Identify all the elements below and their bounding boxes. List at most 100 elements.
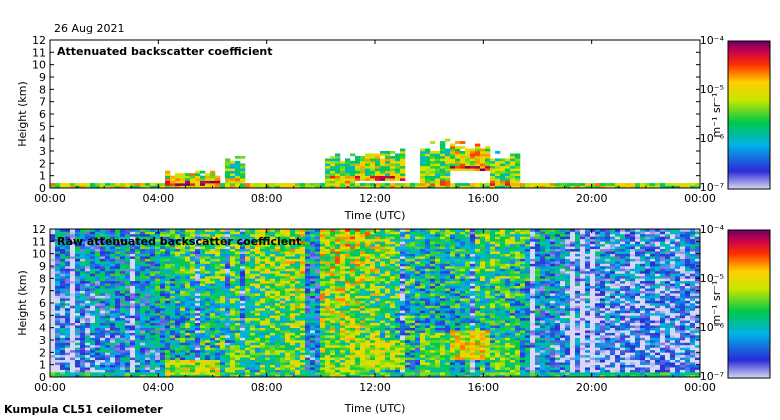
heatmap-cell	[365, 288, 371, 291]
heatmap-cell	[310, 268, 316, 272]
heatmap-cell	[210, 236, 216, 240]
heatmap-cell	[225, 268, 231, 272]
heatmap-cell	[240, 300, 246, 304]
heatmap-cell	[200, 261, 206, 264]
heatmap-cell	[115, 367, 121, 370]
heatmap-cell	[665, 185, 671, 189]
heatmap-cell	[190, 310, 196, 314]
heatmap-cell	[85, 307, 91, 311]
heatmap-cell	[140, 340, 146, 343]
heatmap-cell	[285, 317, 291, 321]
heatmap-cell	[480, 183, 486, 186]
heatmap-cell	[300, 238, 306, 242]
heatmap-cell	[215, 312, 221, 316]
heatmap-cell	[135, 357, 141, 361]
heatmap-cell	[440, 148, 446, 152]
heatmap-cell	[285, 263, 291, 267]
heatmap-cell	[160, 290, 166, 294]
heatmap-cell	[55, 303, 61, 306]
heatmap-cell	[125, 185, 131, 189]
heatmap-cell	[305, 312, 311, 316]
heatmap-cell	[130, 236, 136, 240]
heatmap-cell	[335, 163, 341, 167]
heatmap-cell	[100, 278, 106, 282]
heatmap-cell	[295, 246, 301, 250]
heatmap-cell	[170, 253, 176, 257]
heatmap-cell	[245, 278, 251, 282]
heatmap-cell	[205, 330, 211, 333]
heatmap-cell	[280, 273, 286, 277]
heatmap-cell	[80, 298, 86, 301]
heatmap-cell	[370, 335, 376, 338]
heatmap-cell	[500, 168, 506, 172]
heatmap-cell	[110, 344, 116, 348]
heatmap-cell	[280, 335, 286, 338]
heatmap-cell	[85, 362, 91, 365]
heatmap-cell	[155, 295, 161, 299]
heatmap-cell	[295, 342, 301, 346]
heatmap-cell	[55, 275, 61, 279]
heatmap-cell	[220, 253, 226, 257]
heatmap-cell	[320, 307, 326, 311]
heatmap-cell	[485, 151, 491, 154]
heatmap-cell	[185, 332, 191, 336]
heatmap-cell	[330, 335, 336, 338]
heatmap-cell	[75, 248, 81, 252]
heatmap-cell	[305, 295, 311, 299]
heatmap-cell	[350, 275, 356, 279]
heatmap-cell	[365, 253, 371, 257]
heatmap-cell	[285, 183, 291, 186]
heatmap-cell	[245, 310, 251, 314]
heatmap-cell	[320, 231, 326, 235]
heatmap-cell	[315, 352, 321, 356]
heatmap-cell	[470, 158, 476, 162]
heatmap-cell	[50, 359, 56, 363]
heatmap-cell	[175, 344, 181, 348]
heatmap-cell	[205, 332, 211, 336]
heatmap-cell	[120, 290, 126, 294]
heatmap-cell	[335, 307, 341, 311]
heatmap-cell	[105, 263, 111, 267]
heatmap-cell	[215, 344, 221, 348]
heatmap-cell	[130, 288, 136, 291]
heatmap-cell	[280, 266, 286, 269]
heatmap-cell	[290, 183, 296, 186]
heatmap-cell	[185, 362, 191, 365]
heatmap-cell	[80, 364, 86, 368]
heatmap-cell	[265, 273, 271, 277]
heatmap-cell	[215, 300, 221, 304]
heatmap-cell	[240, 253, 246, 257]
heatmap-cell	[55, 258, 61, 262]
heatmap-cell	[60, 266, 66, 269]
heatmap-cell	[90, 340, 96, 343]
heatmap-cell	[395, 168, 401, 172]
heatmap-cell	[390, 347, 396, 351]
heatmap-cell	[380, 320, 386, 324]
heatmap-cell	[225, 231, 231, 235]
heatmap-cell	[190, 253, 196, 257]
heatmap-cell	[370, 175, 376, 179]
heatmap-cell	[315, 183, 321, 186]
heatmap-cell	[275, 236, 281, 240]
heatmap-cell	[505, 180, 511, 184]
heatmap-cell	[110, 285, 116, 289]
heatmap-cell	[365, 357, 371, 361]
heatmap-cell	[230, 243, 236, 247]
heatmap-cell	[490, 185, 496, 189]
heatmap-cell	[285, 374, 291, 378]
heatmap-cell	[215, 233, 221, 237]
heatmap-cell	[255, 357, 261, 361]
heatmap-cell	[350, 312, 356, 316]
heatmap-cell	[260, 307, 266, 311]
heatmap-cell	[145, 349, 151, 353]
heatmap-cell	[425, 170, 431, 174]
heatmap-cell	[275, 258, 281, 262]
heatmap-cell	[120, 330, 126, 333]
heatmap-cell	[70, 372, 76, 375]
heatmap-cell	[220, 359, 226, 363]
heatmap-cell	[50, 342, 56, 346]
heatmap-cell	[55, 268, 61, 272]
heatmap-cell	[135, 335, 141, 338]
heatmap-cell	[165, 278, 171, 282]
heatmap-cell	[205, 367, 211, 370]
